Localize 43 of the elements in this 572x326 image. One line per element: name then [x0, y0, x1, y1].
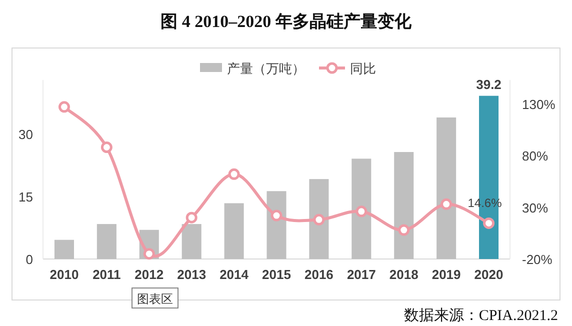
point — [100, 142, 112, 154]
point — [228, 168, 240, 180]
bar — [182, 224, 202, 259]
x-tick-label: 2015 — [262, 267, 291, 282]
y2-tick-label: -20% — [522, 252, 553, 267]
bar — [224, 203, 244, 259]
y-tick-label: 0 — [26, 252, 33, 267]
point — [270, 210, 282, 222]
point — [356, 206, 368, 218]
bar — [54, 240, 74, 259]
point — [440, 198, 452, 210]
bar — [96, 224, 116, 259]
point — [483, 217, 495, 229]
bar — [436, 117, 456, 259]
point — [143, 248, 155, 260]
x-tick-label: 2011 — [92, 267, 121, 282]
tooltip: 图表区 — [132, 288, 178, 308]
point — [313, 214, 325, 226]
x-tick-label: 2014 — [220, 267, 250, 282]
bar — [309, 179, 329, 259]
x-tick-label: 2018 — [389, 267, 418, 282]
source-note: 数据来源：CPIA.2021.2 — [404, 307, 558, 324]
data-label: 39.2 — [476, 76, 502, 92]
y-tick-label: 15 — [18, 190, 33, 205]
point — [398, 224, 410, 236]
bar — [394, 152, 414, 259]
x-tick-label: 2016 — [304, 267, 334, 282]
x-tick-label: 2013 — [177, 267, 206, 282]
y2-tick-label: 80% — [522, 148, 548, 164]
y2-tick-label: 30% — [522, 200, 548, 216]
legend-label: 同比 — [350, 61, 376, 76]
point — [58, 101, 70, 113]
x-tick-label: 2017 — [346, 267, 376, 282]
legend-label: 产量（万吨） — [227, 61, 305, 76]
x-tick-label: 2019 — [432, 267, 461, 282]
y-tick-label: 30 — [18, 127, 33, 142]
x-tick-label: 2010 — [50, 267, 79, 282]
chart-title: 图 4 2010–2020 年多晶硅产量变化 — [160, 12, 412, 31]
x-tick-label: 2020 — [474, 267, 504, 282]
y2-tick-label: 130% — [522, 96, 556, 112]
x-tick-label: 2012 — [134, 267, 164, 282]
point — [186, 212, 198, 224]
bar — [352, 158, 372, 259]
